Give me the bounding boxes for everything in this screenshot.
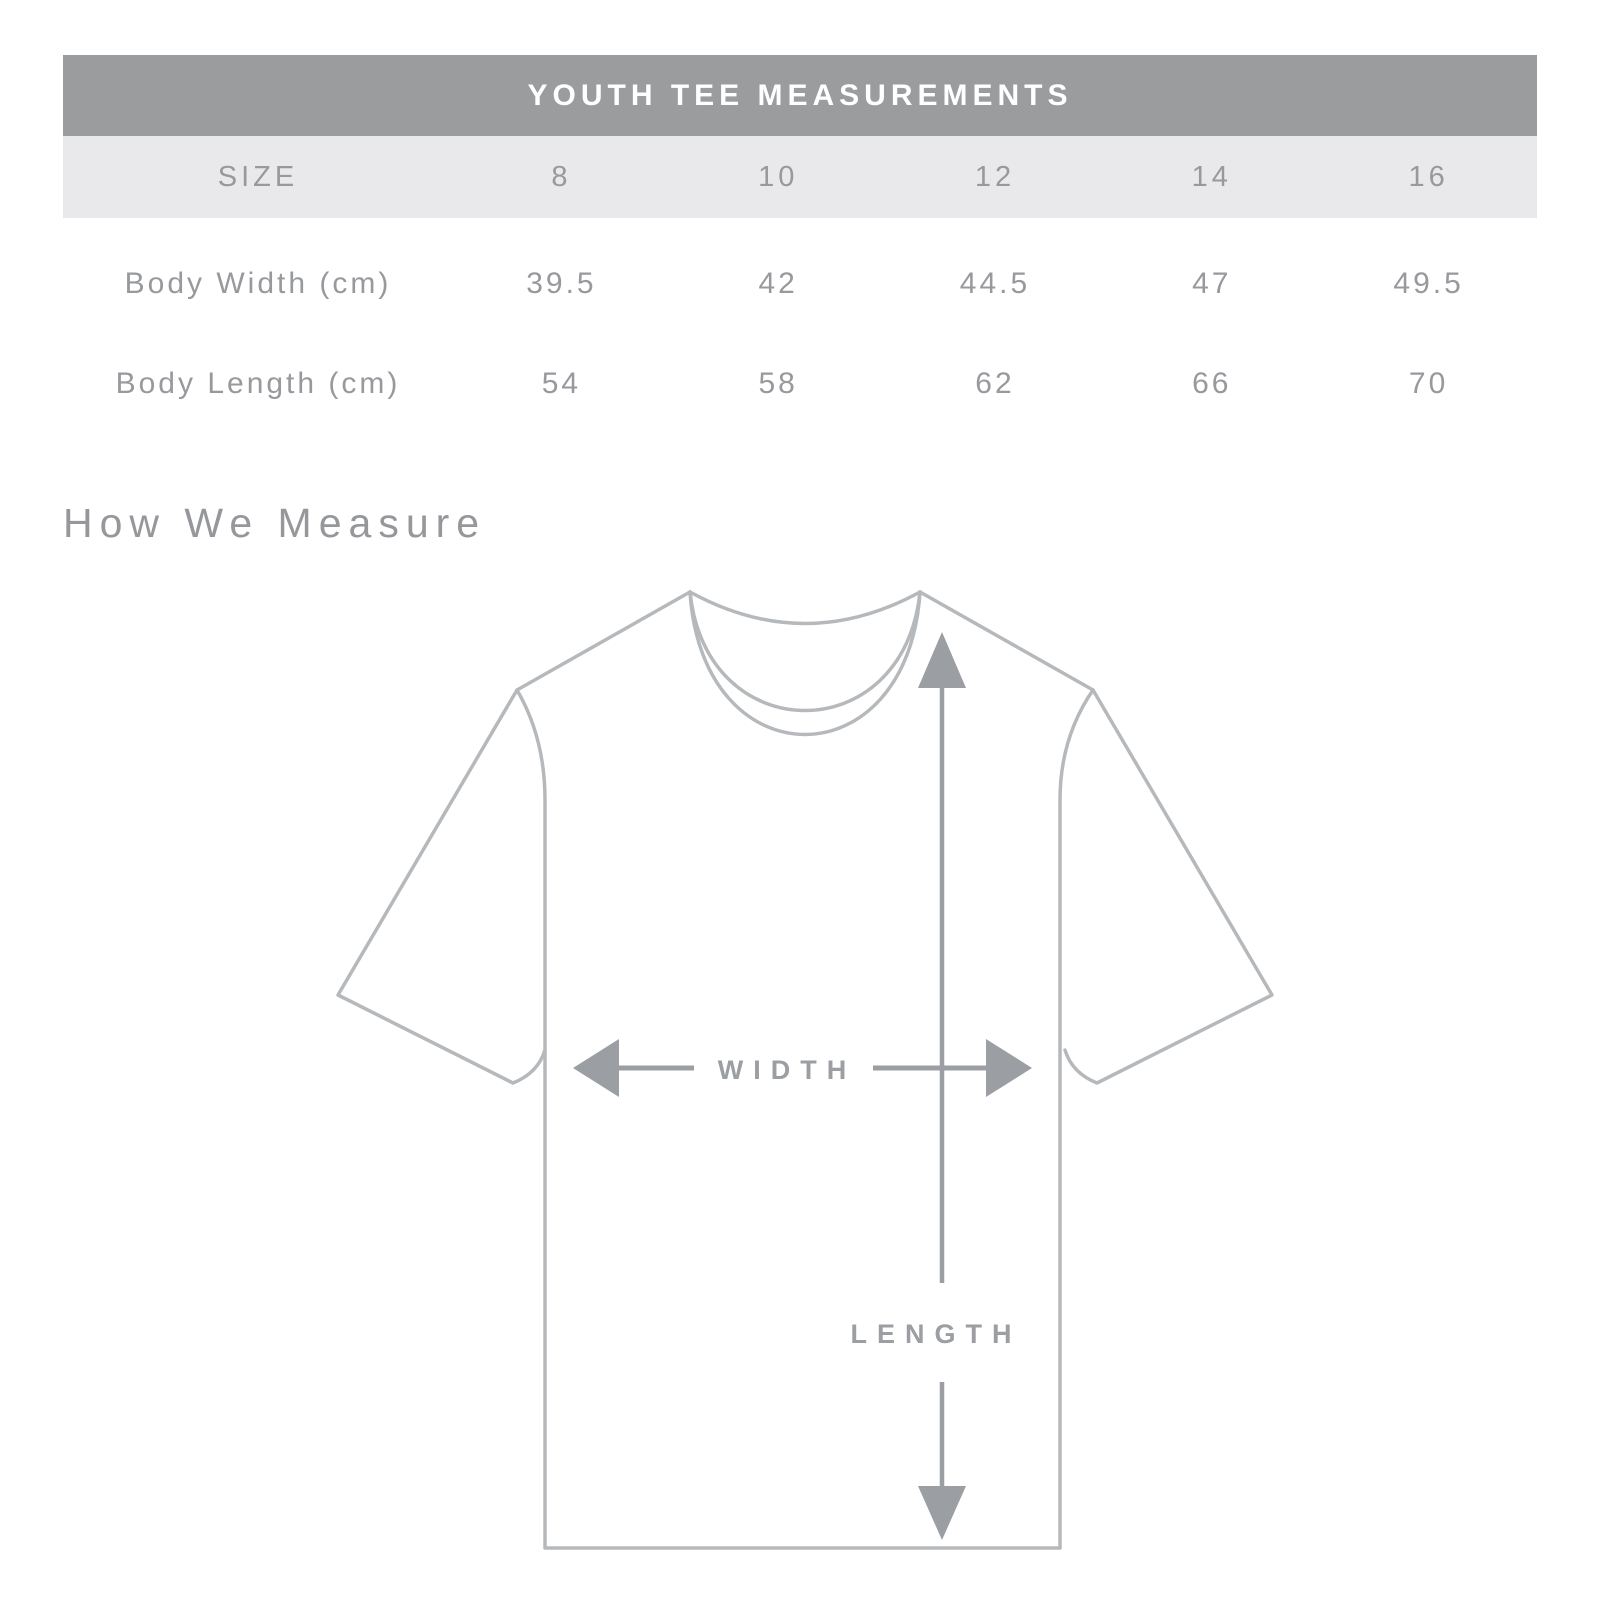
row-label: Body Width (cm) — [124, 267, 392, 300]
table-title-bar: YOUTH TEE MEASUREMENTS — [63, 55, 1537, 136]
section-heading: How We Measure — [63, 500, 487, 546]
column-header-8: 8 — [551, 160, 572, 193]
row-label: Body Length (cm) — [115, 367, 401, 400]
measurements-table: YOUTH TEE MEASUREMENTS SIZE 8 10 12 14 1… — [63, 55, 1537, 434]
table-cell: 66 — [1192, 367, 1232, 400]
body-width-row: Body Width (cm) 39.5 42 44.5 47 49.5 — [63, 234, 1537, 334]
length-arrowhead-top — [918, 632, 966, 688]
length-label: LENGTH — [851, 1319, 1022, 1349]
table-cell: 49.5 — [1393, 267, 1464, 300]
table-cell: 44.5 — [959, 267, 1031, 300]
column-header-14: 14 — [1191, 160, 1232, 193]
width-arrowhead-right — [986, 1039, 1032, 1097]
table-cell: 70 — [1408, 367, 1449, 400]
table-cell: 47 — [1192, 267, 1232, 300]
width-arrow: WIDTH — [573, 1039, 1032, 1097]
width-arrowhead-left — [573, 1039, 619, 1097]
tshirt-outline — [336, 590, 1274, 1550]
size-header-row: SIZE 8 10 12 14 16 — [63, 136, 1537, 218]
width-label: WIDTH — [718, 1055, 856, 1085]
column-header-12: 12 — [974, 160, 1016, 193]
table-cell: 39.5 — [526, 267, 597, 300]
table-cell: 58 — [758, 367, 798, 400]
table-cell: 54 — [541, 367, 582, 400]
column-header-10: 10 — [758, 160, 799, 193]
column-header-size: SIZE — [217, 160, 299, 193]
body-length-row: Body Length (cm) 54 58 62 66 70 — [63, 334, 1537, 434]
table-cell: 62 — [975, 367, 1015, 400]
column-header-16: 16 — [1408, 160, 1449, 193]
length-arrowhead-bottom — [918, 1486, 966, 1540]
table-title: YOUTH TEE MEASUREMENTS — [527, 78, 1073, 112]
length-arrow: LENGTH — [851, 632, 1022, 1540]
table-cell: 42 — [758, 267, 798, 300]
